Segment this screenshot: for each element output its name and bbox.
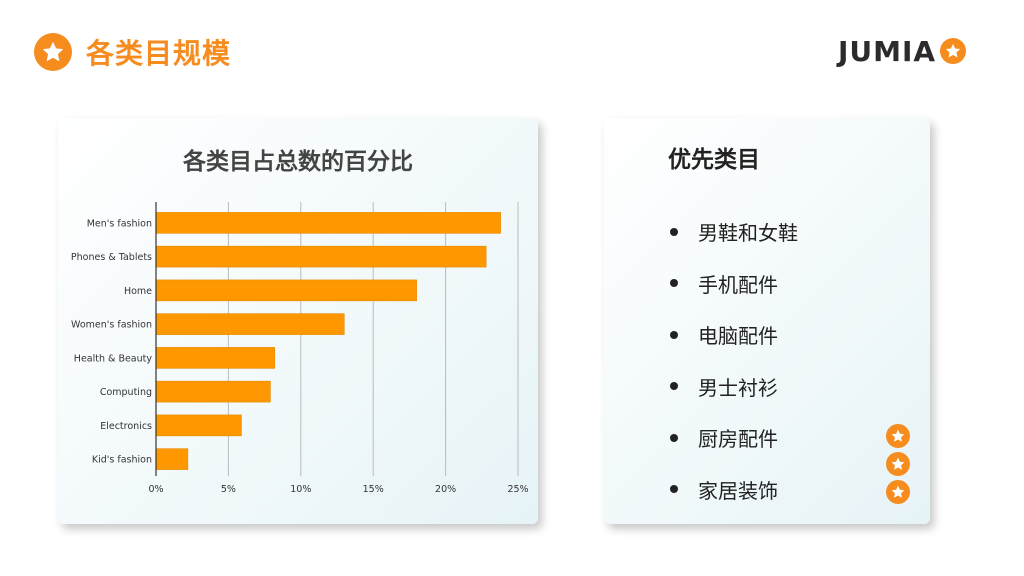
priority-item: 手机配件 bbox=[668, 258, 798, 310]
priority-item-label: 男鞋和女鞋 bbox=[698, 221, 798, 246]
bullet-icon bbox=[670, 330, 678, 339]
category-label: Electronics bbox=[100, 421, 152, 432]
logo-text: JUMIA bbox=[838, 34, 937, 68]
priority-item: 电脑配件 bbox=[668, 309, 798, 361]
x-tick-label: 20% bbox=[435, 484, 456, 495]
priority-item: 男士衬衫 bbox=[668, 361, 798, 413]
bullet-icon bbox=[670, 227, 678, 236]
decorative-stars bbox=[886, 424, 912, 508]
priority-item-label: 手机配件 bbox=[698, 272, 778, 297]
category-label: Men's fashion bbox=[87, 218, 152, 229]
x-tick-label: 5% bbox=[221, 484, 236, 495]
priority-item-label: 家居装饰 bbox=[698, 478, 778, 503]
priority-item-label: 男士衬衫 bbox=[698, 375, 778, 400]
bullet-icon bbox=[670, 382, 678, 391]
chart-title: 各类目占总数的百分比 bbox=[183, 149, 413, 175]
bar bbox=[155, 279, 417, 302]
priority-item: 男鞋和女鞋 bbox=[668, 206, 798, 258]
x-tick-label: 15% bbox=[363, 484, 384, 495]
priority-title: 优先类目 bbox=[668, 147, 760, 173]
bullet-icon bbox=[670, 279, 678, 288]
x-tick-label: 25% bbox=[507, 484, 528, 495]
chart-card: 各类目占总数的百分比 Men's fashion Phones & Tablets… bbox=[58, 118, 538, 524]
bar bbox=[155, 380, 271, 403]
star-icon bbox=[34, 33, 72, 71]
star-icon bbox=[886, 424, 910, 448]
priority-item-label: 电脑配件 bbox=[698, 324, 778, 349]
category-label: Phones & Tablets bbox=[71, 252, 152, 263]
priority-card: 优先类目 男鞋和女鞋手机配件电脑配件男士衬衫厨房配件家居装饰 bbox=[604, 118, 930, 524]
priority-item: 家居装饰 bbox=[668, 464, 798, 516]
bar bbox=[155, 245, 487, 268]
logo-star-icon bbox=[940, 38, 967, 64]
category-label: Women's fashion bbox=[71, 320, 152, 331]
star-icon bbox=[886, 452, 910, 476]
category-label: Computing bbox=[100, 387, 152, 398]
priority-item: 厨房配件 bbox=[668, 412, 798, 464]
bar bbox=[155, 313, 345, 335]
x-tick-label: 0% bbox=[148, 484, 163, 495]
bar bbox=[155, 414, 242, 437]
star-icon bbox=[886, 480, 910, 504]
x-tick-label: 10% bbox=[290, 484, 311, 495]
bullet-icon bbox=[670, 433, 678, 442]
bullet-icon bbox=[670, 485, 678, 494]
category-label: Home bbox=[124, 286, 152, 297]
page-title: 各类目规模 bbox=[86, 37, 232, 70]
priority-item-label: 厨房配件 bbox=[698, 427, 778, 452]
category-label: Health & Beauty bbox=[74, 353, 153, 364]
bar-chart: Men's fashion Phones & Tablets Home Women's… bbox=[71, 202, 529, 495]
category-label: Kid's fashion bbox=[92, 455, 152, 466]
jumia-logo: JUMIA bbox=[838, 34, 967, 68]
bar bbox=[155, 347, 276, 369]
priority-list: 男鞋和女鞋手机配件电脑配件男士衬衫厨房配件家居装饰 bbox=[668, 206, 798, 515]
bar bbox=[155, 448, 189, 470]
bar bbox=[155, 212, 501, 234]
